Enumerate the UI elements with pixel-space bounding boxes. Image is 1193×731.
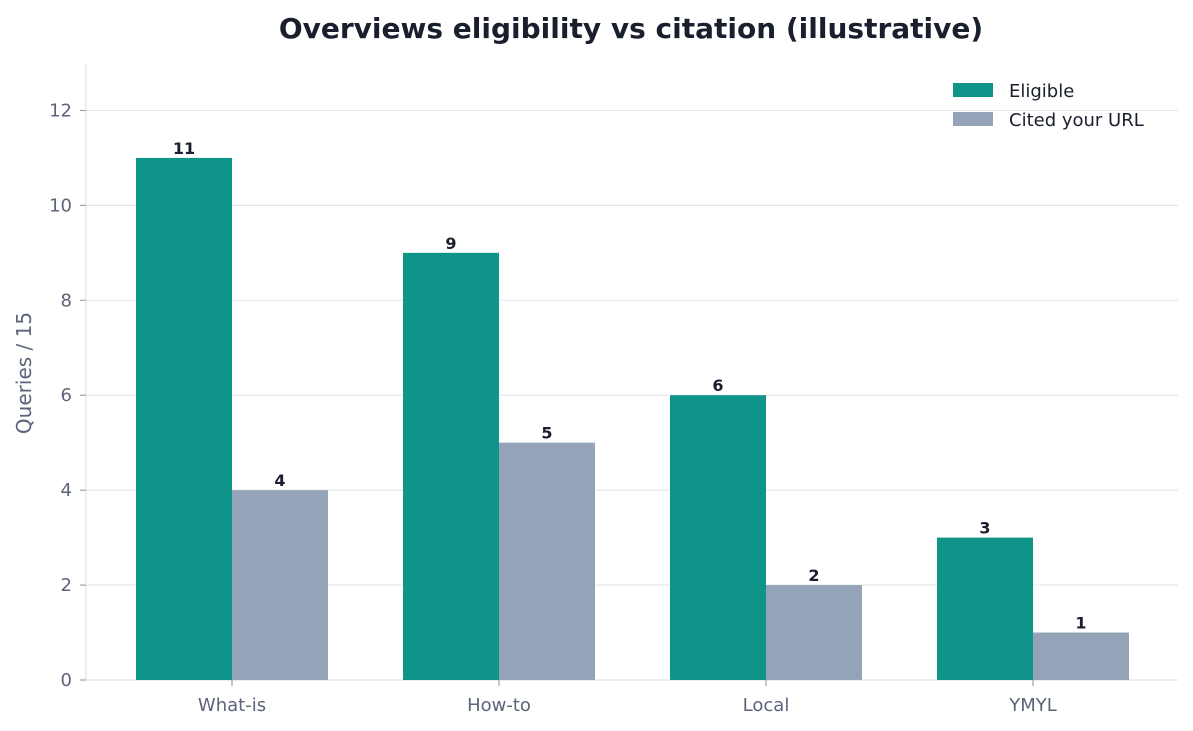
bar-eligible (136, 157, 232, 680)
x-tick-label: Local (743, 695, 790, 716)
bar-cited-your-url (499, 442, 595, 680)
bar-eligible (670, 395, 766, 680)
bar-eligible (937, 537, 1033, 680)
y-tick-label: 8 (61, 290, 72, 311)
y-axis-label: Queries / 15 (12, 312, 36, 434)
x-tick-label: YMYL (1008, 695, 1057, 716)
y-tick-label: 2 (61, 575, 72, 596)
bar-cited-your-url (766, 585, 862, 680)
data-label: 9 (445, 234, 456, 253)
data-labels: 11 4 9 5 6 2 3 1 (173, 139, 1087, 633)
bar-cited-your-url (1033, 632, 1129, 680)
x-tick-label: What-is (198, 695, 266, 716)
x-axis-ticks: What-is How-to Local YMYL (198, 680, 1057, 716)
chart-title: Overviews eligibility vs citation (illus… (279, 12, 983, 45)
bar-eligible (403, 252, 499, 680)
legend-label: Eligible (1009, 81, 1074, 102)
data-label: 3 (979, 519, 990, 538)
y-tick-label: 4 (61, 480, 72, 501)
data-label: 2 (808, 566, 819, 585)
bars (136, 157, 1129, 680)
data-label: 4 (274, 471, 285, 490)
y-tick-label: 12 (49, 100, 72, 121)
y-tick-label: 0 (61, 670, 72, 691)
y-tick-label: 6 (61, 385, 72, 406)
bar-cited-your-url (232, 490, 328, 680)
y-axis-ticks: 0 2 4 6 8 10 12 (49, 100, 86, 691)
legend-swatch (953, 83, 993, 97)
data-label: 11 (173, 139, 195, 158)
legend-label: Cited your URL (1009, 110, 1144, 131)
y-tick-label: 10 (49, 195, 72, 216)
legend-swatch (953, 112, 993, 126)
x-tick-label: How-to (467, 695, 531, 716)
legend: Eligible Cited your URL (953, 81, 1144, 131)
data-label: 5 (541, 424, 552, 443)
data-label: 6 (712, 376, 723, 395)
data-label: 1 (1075, 614, 1086, 633)
